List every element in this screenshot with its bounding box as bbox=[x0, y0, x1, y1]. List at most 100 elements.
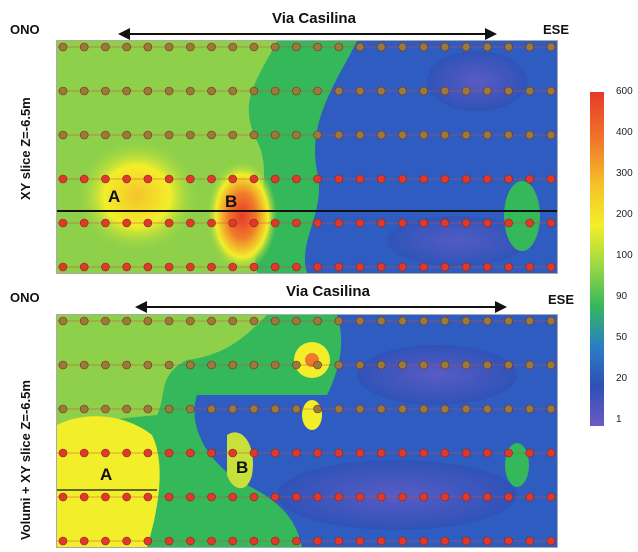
sensor-dot bbox=[79, 218, 89, 228]
sensor-dot bbox=[122, 42, 131, 52]
sensor-dot bbox=[461, 360, 471, 370]
sensor-dot bbox=[483, 536, 492, 546]
sensor-dot bbox=[228, 218, 238, 228]
sensor-dot bbox=[419, 130, 428, 140]
sensor-dot bbox=[292, 360, 301, 370]
sensor-dot bbox=[270, 86, 280, 96]
sensor-dot bbox=[249, 360, 259, 370]
sensor-dot bbox=[419, 492, 428, 502]
top-left-label: ONO bbox=[10, 22, 40, 37]
sensor-dot bbox=[101, 86, 110, 96]
sensor-dot bbox=[101, 360, 110, 370]
sensor-dot bbox=[207, 174, 216, 184]
sensor-dot bbox=[525, 448, 535, 458]
sensor-dot bbox=[355, 492, 365, 502]
sensor-dot bbox=[207, 404, 216, 414]
sensor-dot bbox=[228, 448, 238, 458]
sensor-dot bbox=[419, 536, 428, 546]
sensor-dot bbox=[270, 130, 280, 140]
sensor-dot bbox=[228, 360, 238, 370]
sensor-dot bbox=[186, 130, 195, 140]
sensor-dot bbox=[58, 492, 68, 502]
sensor-dot bbox=[334, 536, 344, 546]
sensor-dot bbox=[292, 42, 301, 52]
sensor-dot bbox=[207, 536, 216, 546]
sensor-dot bbox=[355, 218, 365, 228]
sensor-dot bbox=[483, 86, 492, 96]
sensor-dot bbox=[525, 130, 535, 140]
sensor-dot bbox=[440, 448, 450, 458]
sensor-dot bbox=[143, 316, 153, 326]
sensor-dot bbox=[79, 174, 89, 184]
top-slice-map bbox=[56, 40, 558, 274]
sensor-dot bbox=[143, 174, 153, 184]
sensor-dot bbox=[483, 492, 492, 502]
sensor-dot bbox=[58, 262, 68, 272]
sensor-dot bbox=[122, 174, 131, 184]
sensor-dot bbox=[313, 174, 322, 184]
sensor-dot bbox=[525, 360, 535, 370]
sensor-dot bbox=[207, 492, 216, 502]
sensor-dot bbox=[122, 218, 131, 228]
sensor-dot bbox=[101, 42, 110, 52]
sensor-dot bbox=[461, 404, 471, 414]
sensor-dot bbox=[546, 42, 556, 52]
sensor-dot bbox=[440, 316, 450, 326]
sensor-dot bbox=[58, 218, 68, 228]
sensor-dot bbox=[164, 42, 174, 52]
sensor-dot bbox=[334, 360, 344, 370]
colorbar-tick-label: 400 bbox=[616, 127, 633, 138]
sensor-dot bbox=[58, 360, 68, 370]
sensor-dot bbox=[483, 218, 492, 228]
sensor-dot bbox=[525, 218, 535, 228]
sensor-dot bbox=[461, 492, 471, 502]
sensor-dot bbox=[164, 404, 174, 414]
sensor-dot bbox=[313, 360, 322, 370]
sensor-dot bbox=[546, 404, 556, 414]
sensor-dot bbox=[376, 262, 386, 272]
sensor-dot bbox=[186, 218, 195, 228]
sensor-dot bbox=[207, 130, 216, 140]
sensor-dot bbox=[419, 262, 428, 272]
sensor-dot bbox=[376, 492, 386, 502]
sensor-dot bbox=[292, 492, 301, 502]
sensor-dot bbox=[419, 360, 428, 370]
sensor-dot bbox=[355, 536, 365, 546]
sensor-dot bbox=[292, 130, 301, 140]
sensor-dot bbox=[143, 130, 153, 140]
sensor-dot bbox=[79, 42, 89, 52]
sensor-dot bbox=[101, 404, 110, 414]
top-road-label: Via Casilina bbox=[272, 10, 356, 27]
sensor-dot bbox=[164, 360, 174, 370]
sensor-dot bbox=[504, 174, 513, 184]
sensor-dot bbox=[249, 492, 259, 502]
sensor-dot bbox=[525, 86, 535, 96]
sensor-dot bbox=[334, 42, 344, 52]
sensor-dot bbox=[249, 404, 259, 414]
colorbar-tick-label: 100 bbox=[616, 250, 633, 261]
bottom-left-label: ONO bbox=[10, 290, 40, 305]
sensor-dot bbox=[207, 448, 216, 458]
sensor-dot bbox=[249, 42, 259, 52]
sensor-dot bbox=[313, 262, 322, 272]
sensor-dot bbox=[207, 360, 216, 370]
sensor-dot bbox=[58, 536, 68, 546]
sensor-dot bbox=[334, 404, 344, 414]
sensor-dot bbox=[292, 536, 301, 546]
colorbar-tick-label: 1 bbox=[616, 414, 622, 425]
sensor-dot bbox=[355, 130, 365, 140]
sensor-dot bbox=[440, 86, 450, 96]
sensor-dot bbox=[207, 86, 216, 96]
sensor-dot bbox=[143, 262, 153, 272]
sensor-dot bbox=[504, 42, 513, 52]
sensor-dot bbox=[525, 404, 535, 414]
colorbar-tick-label: 20 bbox=[616, 373, 628, 384]
top-slice-canvas bbox=[57, 41, 557, 273]
bottom-zone-b-label: B bbox=[236, 458, 249, 477]
sensor-dot bbox=[270, 218, 280, 228]
sensor-dot bbox=[143, 404, 153, 414]
sensor-dot bbox=[228, 174, 238, 184]
sensor-dot bbox=[398, 448, 407, 458]
sensor-dot bbox=[58, 174, 68, 184]
